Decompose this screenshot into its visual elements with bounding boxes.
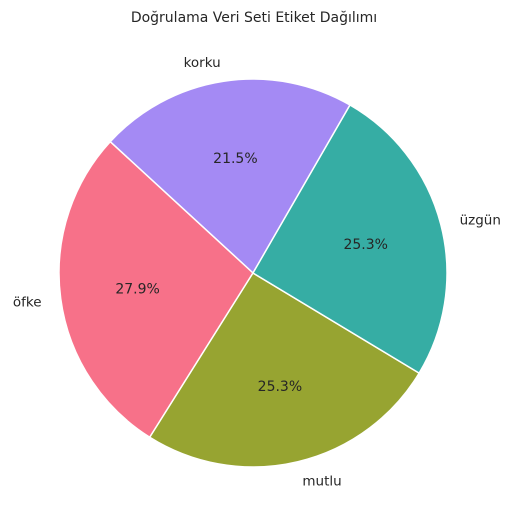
pct-label-üzgün: 25.3% — [343, 237, 387, 253]
category-label-mutlu: mutlu — [302, 474, 341, 490]
pct-label-korku: 21.5% — [213, 151, 257, 167]
pie-slice-öfke — [58, 140, 254, 439]
pct-label-mutlu: 25.3% — [258, 379, 302, 395]
category-label-üzgün: üzgün — [460, 213, 501, 229]
pct-label-öfke: 27.9% — [115, 281, 159, 297]
pie-slices — [58, 78, 448, 468]
pie-slice-korku — [109, 78, 352, 275]
pie-labels: 21.5% korku 27.9% öfke 25.3% mutlu 25.3% üzgün — [13, 55, 501, 490]
chart-title: Doğrulama Veri Seti Etiket Dağılımı — [131, 10, 377, 26]
pie-slice-üzgün — [251, 103, 448, 375]
category-label-korku: korku — [184, 55, 221, 71]
pie-slice-mutlu — [148, 271, 421, 468]
category-label-öfke: öfke — [13, 294, 42, 310]
